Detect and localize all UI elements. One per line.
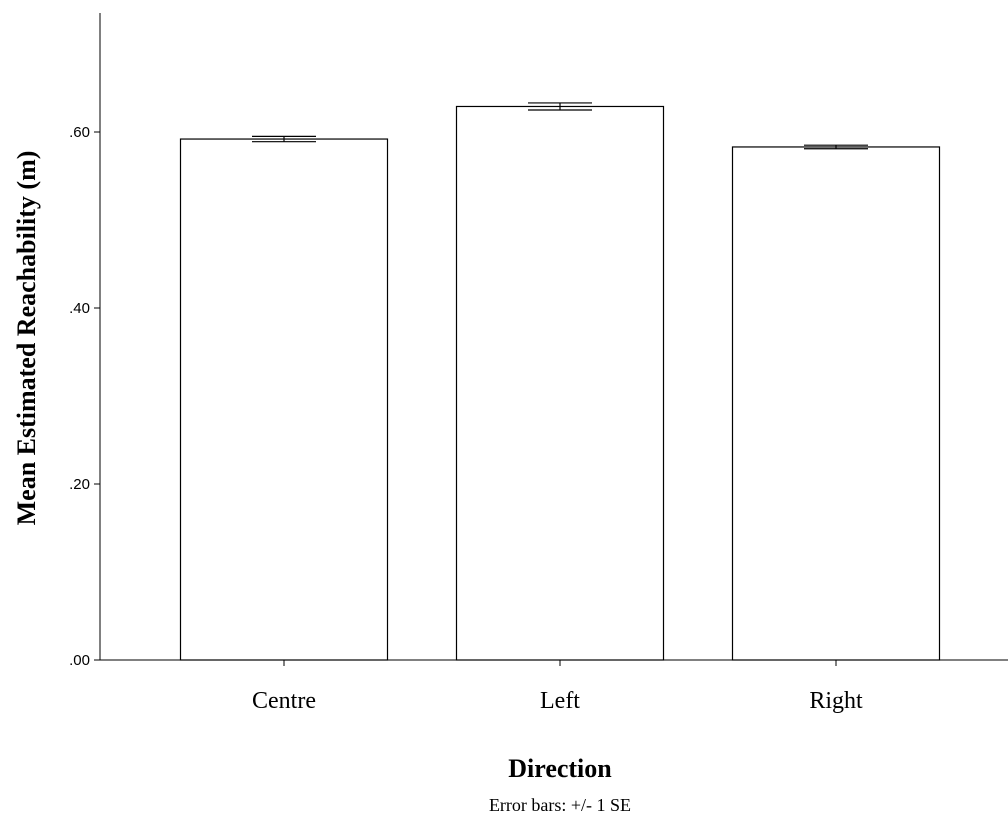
- bar-right: [731, 146, 941, 661]
- error-bar-centre: [252, 135, 316, 143]
- x-tick-label-centre: Centre: [252, 688, 316, 714]
- error-bars-note: Error bars: +/- 1 SE: [489, 795, 631, 815]
- bar-centre: [179, 138, 389, 661]
- y-tick-label: .60: [69, 124, 90, 141]
- y-tick-label: .20: [69, 476, 90, 493]
- x-axis: Centre Left Right: [100, 659, 1008, 714]
- bars-group: [179, 105, 941, 661]
- error-bar-left: [528, 102, 592, 111]
- y-axis-title: Mean Estimated Reachability (m): [12, 151, 41, 526]
- error-bars-group: [252, 102, 868, 150]
- x-tick-label-left: Left: [540, 688, 580, 714]
- y-axis: .00 .20 .40 .60: [69, 13, 101, 669]
- x-axis-title: Direction: [508, 754, 612, 783]
- bar-left: [455, 105, 665, 661]
- x-tick-label-right: Right: [809, 688, 863, 714]
- error-bar-right: [804, 144, 868, 150]
- y-tick-label: .40: [69, 300, 90, 317]
- y-tick-label: .00: [69, 652, 90, 669]
